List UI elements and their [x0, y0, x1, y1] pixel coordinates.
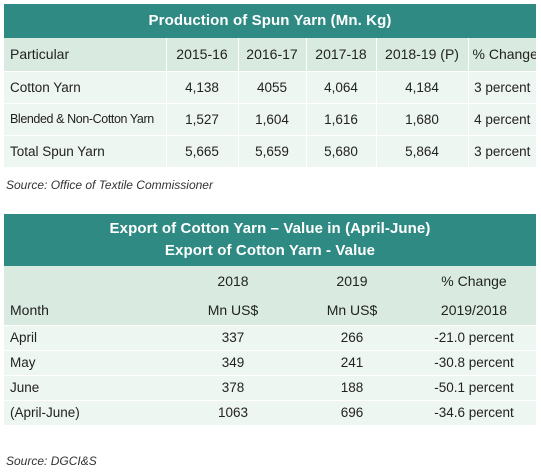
- table-cell: 696: [292, 400, 412, 426]
- table-row: Blended & Non-Cotton Yarn 1,527 1,604 1,…: [4, 103, 536, 136]
- table-cell: June: [4, 375, 174, 401]
- header-cell: % Change: [468, 38, 536, 72]
- table-cell: 5,680: [306, 135, 377, 168]
- table-cell: 3 percent: [468, 71, 536, 104]
- table-cell: -30.8 percent: [412, 350, 536, 376]
- table-cell: 1,680: [376, 103, 469, 136]
- table-cell: 4,064: [306, 71, 377, 104]
- production-source: Source: Office of Textile Commissioner: [6, 178, 213, 192]
- table-cell: 266: [292, 325, 412, 351]
- export-title-line1: Export of Cotton Yarn – Value in (April-…: [109, 220, 431, 237]
- header-cell: 2018: [217, 272, 249, 289]
- header-cell: 2017-18: [306, 38, 377, 72]
- table-row: June 378 188 -50.1 percent: [4, 375, 536, 401]
- export-title-line2: Export of Cotton Yarn - Value: [164, 242, 376, 259]
- production-table: Particular 2015-16 2016-17 2017-18 2018-…: [4, 38, 536, 168]
- production-header-row: Particular 2015-16 2016-17 2017-18 2018-…: [4, 38, 536, 72]
- export-title: Export of Cotton Yarn – Value in (April-…: [4, 214, 536, 266]
- header-cell: Mn US$: [174, 295, 292, 326]
- table-row: (April-June) 1063 696 -34.6 percent: [4, 400, 536, 426]
- table-cell: 3 percent: [468, 135, 536, 168]
- export-table: 2018 2019 % Change Month Mn US$ Mn US$ 2…: [4, 266, 536, 426]
- table-cell: 349: [174, 350, 292, 376]
- table-row: Total Spun Yarn 5,665 5,659 5,680 5,864 …: [4, 135, 536, 168]
- header-cell: 2019/2018: [412, 295, 536, 326]
- export-header-row-years: 2018 2019 % Change: [4, 266, 536, 295]
- table-cell: 1063: [174, 400, 292, 426]
- header-cell: Particular: [4, 38, 167, 72]
- table-cell: May: [4, 350, 174, 376]
- header-cell: Mn US$: [292, 295, 412, 326]
- table-cell: -21.0 percent: [412, 325, 536, 351]
- table-cell: 1,616: [306, 103, 377, 136]
- header-cell: % Change: [441, 272, 507, 289]
- table-cell: 4,184: [376, 71, 469, 104]
- table-cell: 4,138: [166, 71, 239, 104]
- table-cell: -34.6 percent: [412, 400, 536, 426]
- table-cell: 5,864: [376, 135, 469, 168]
- table-cell: 5,659: [238, 135, 307, 168]
- header-cell: 2018-19 (P): [376, 38, 469, 72]
- header-cell: 2015-16: [166, 38, 239, 72]
- production-table-block: Production of Spun Yarn (Mn. Kg) Particu…: [4, 4, 536, 168]
- table-cell: 1,604: [238, 103, 307, 136]
- header-cell: [4, 266, 174, 295]
- table-row: Cotton Yarn 4,138 4055 4,064 4,184 3 per…: [4, 71, 536, 104]
- table-cell: 241: [292, 350, 412, 376]
- table-cell: -50.1 percent: [412, 375, 536, 401]
- table-cell: Blended & Non-Cotton Yarn: [4, 103, 167, 136]
- table-cell: 337: [174, 325, 292, 351]
- table-row: May 349 241 -30.8 percent: [4, 350, 536, 376]
- table-cell: 378: [174, 375, 292, 401]
- header-cell: 2019: [336, 272, 368, 289]
- table-row: April 337 266 -21.0 percent: [4, 325, 536, 351]
- header-cell: 2016-17: [238, 38, 307, 72]
- header-cell: Month: [4, 295, 174, 326]
- table-cell: 4055: [238, 71, 307, 104]
- export-header-row-units: Month Mn US$ Mn US$ 2019/2018: [4, 295, 536, 326]
- production-title: Production of Spun Yarn (Mn. Kg): [4, 4, 536, 38]
- export-source: Source: DGCI&S: [6, 454, 97, 468]
- table-cell: 188: [292, 375, 412, 401]
- table-cell: 1,527: [166, 103, 239, 136]
- table-cell: (April-June): [4, 400, 174, 426]
- table-cell: 4 percent: [468, 103, 536, 136]
- table-cell: Cotton Yarn: [4, 71, 167, 104]
- table-cell: 5,665: [166, 135, 239, 168]
- table-cell: Total Spun Yarn: [4, 135, 167, 168]
- export-table-block: Export of Cotton Yarn – Value in (April-…: [4, 214, 536, 426]
- table-cell: April: [4, 325, 174, 351]
